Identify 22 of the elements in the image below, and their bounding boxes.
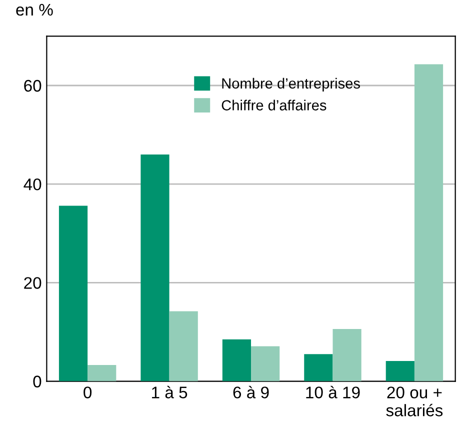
bar	[304, 354, 333, 382]
y-axis-title: en %	[16, 4, 53, 16]
bar	[251, 346, 280, 382]
y-tick-label: 0	[33, 376, 42, 388]
legend-label: Chiffre d’affaires	[222, 100, 326, 110]
y-tick-label: 40	[24, 178, 42, 190]
bar	[414, 64, 444, 382]
y-tick-label: 20	[24, 277, 42, 289]
bar	[58, 206, 88, 382]
y-tick-label: 60	[24, 80, 42, 92]
bar	[386, 361, 414, 382]
x-tick-label: 0	[84, 386, 92, 398]
x-tick-label: 10 à 19	[306, 386, 360, 398]
bar	[222, 339, 252, 382]
x-tick-label: 1 à 5	[152, 386, 188, 398]
legend-label: Nombre d’entreprises	[222, 78, 360, 92]
bar	[332, 329, 362, 382]
bar	[88, 365, 116, 382]
x-tick-label: 20 ou + salariés	[386, 386, 443, 416]
bar	[140, 154, 170, 382]
bar	[169, 311, 198, 382]
x-tick-label: 6 à 9	[233, 386, 269, 398]
